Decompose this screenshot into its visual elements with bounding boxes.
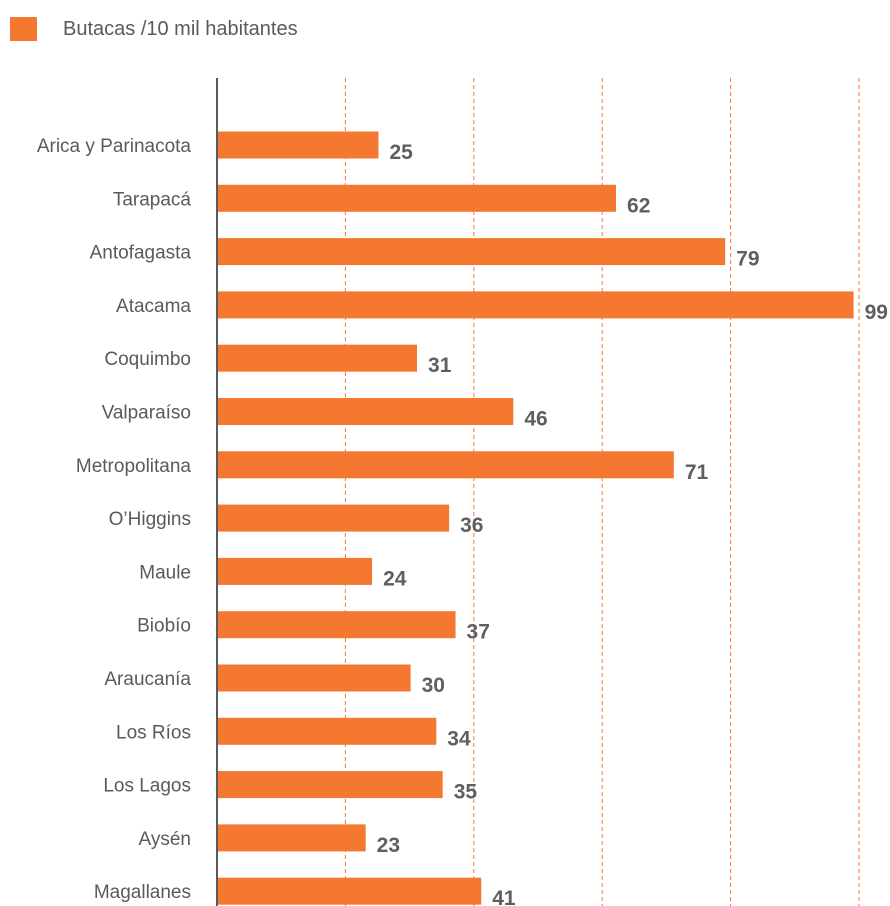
bar [218, 344, 418, 372]
data-label: 31 [428, 354, 452, 377]
bar [218, 184, 617, 212]
category-label: Los Lagos [103, 776, 191, 797]
category-label: O’Higgins [109, 509, 191, 530]
legend-swatch [10, 17, 37, 41]
data-label: 36 [460, 514, 483, 537]
data-label: 34 [447, 727, 471, 750]
category-label: Atacama [116, 296, 191, 317]
data-label: 24 [383, 567, 407, 590]
category-label: Coquimbo [104, 349, 191, 370]
data-label: 35 [454, 781, 478, 804]
bar [218, 664, 411, 692]
category-label: Magallanes [94, 882, 191, 903]
bar [218, 877, 482, 905]
data-label: 23 [377, 834, 400, 857]
bar [218, 717, 437, 745]
category-label: Arica y Parinacota [37, 136, 192, 157]
category-label: Valparaíso [102, 403, 191, 424]
bar [218, 238, 726, 266]
data-label: 99 [865, 301, 888, 324]
bar [218, 771, 443, 799]
bar [218, 824, 366, 852]
data-label: 25 [390, 141, 414, 164]
data-label: 62 [627, 194, 650, 217]
data-label: 30 [422, 674, 445, 697]
category-label: Biobío [137, 616, 191, 637]
category-label: Tarapacá [113, 189, 192, 210]
category-label: Antofagasta [90, 243, 192, 264]
category-label: Araucanía [104, 669, 191, 690]
legend: Butacas /10 mil habitantes [10, 14, 298, 44]
bar [218, 398, 514, 425]
bar [218, 557, 373, 585]
data-label: 71 [685, 461, 709, 484]
data-label: 46 [524, 408, 547, 431]
category-label: Metropolitana [76, 456, 192, 477]
data-label: 79 [736, 248, 759, 271]
bar [218, 504, 450, 532]
bar [218, 611, 456, 639]
legend-label: Butacas /10 mil habitantes [63, 17, 298, 40]
bar [218, 131, 379, 159]
data-label: 41 [492, 887, 516, 906]
category-label: Maule [139, 562, 191, 583]
data-label: 37 [467, 621, 490, 644]
category-label: Aysén [139, 829, 191, 850]
category-label: Los Ríos [116, 722, 191, 743]
bar [218, 291, 854, 319]
bar [218, 451, 674, 479]
